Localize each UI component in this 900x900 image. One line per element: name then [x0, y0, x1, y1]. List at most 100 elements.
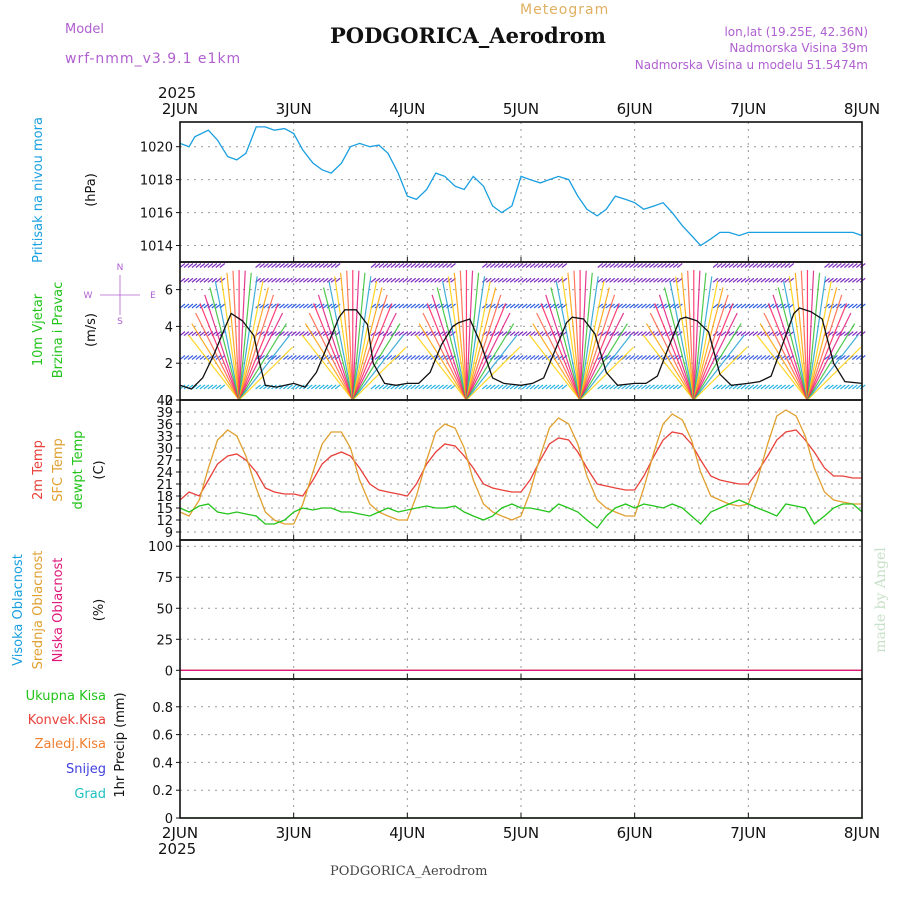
wind-barb: [836, 277, 842, 283]
wind-barb: [314, 303, 321, 309]
wind-barb: [760, 277, 767, 283]
compass-south: S: [117, 317, 123, 327]
wind-barb: [748, 277, 755, 283]
wind-barb: [851, 277, 858, 283]
wind-fan-barb: [579, 281, 605, 401]
wind-barb: [844, 263, 850, 268]
wind-fan-barb: [693, 323, 742, 401]
legend-snow: Snijeg: [66, 762, 106, 777]
wind-fan-barb: [238, 346, 293, 401]
wind-barb: [517, 331, 524, 337]
wind-barb: [394, 277, 401, 283]
wind-fan-barb: [199, 303, 240, 401]
wind-barb: [533, 355, 540, 360]
wind-barb: [263, 277, 269, 283]
wind-barb: [553, 303, 560, 309]
wind-fan-barb: [301, 334, 354, 401]
wind-barb: [298, 303, 305, 309]
wind-barb: [505, 277, 512, 283]
wind-barb: [394, 303, 401, 309]
wind-barb: [446, 263, 452, 268]
y-tick-label: 36: [156, 418, 173, 433]
y-tick-label: 42: [156, 394, 173, 409]
wind-fan-barb: [800, 270, 809, 401]
wind-barb: [645, 303, 651, 309]
wind-barb: [641, 384, 647, 390]
wind-barb: [402, 277, 409, 283]
wind-barb: [776, 263, 783, 268]
wind-fan-barb: [579, 272, 593, 401]
wind-barb: [402, 355, 409, 360]
wind-barb: [291, 384, 297, 390]
wind-fan-barb: [693, 276, 713, 401]
wind-barb: [661, 263, 667, 268]
wind-barb: [776, 384, 783, 390]
wind-barb: [744, 263, 751, 268]
wind-barb: [211, 263, 218, 268]
wind-fan-barb: [465, 272, 480, 401]
wind-fan-barb: [579, 270, 587, 401]
wind-barb: [557, 384, 564, 390]
footer-title: PODGORICA_Aerodrom: [330, 864, 487, 879]
wind-fan-barb: [352, 276, 372, 401]
wind-barb: [513, 355, 520, 360]
wind-barb: [851, 384, 858, 390]
wind-barb: [310, 263, 317, 268]
wind-barb: [386, 263, 393, 268]
wind-barb: [394, 355, 401, 360]
wind-barb: [561, 263, 568, 268]
wind-barb: [529, 384, 536, 390]
wind-barb: [501, 263, 508, 268]
wind-fan-barb: [693, 294, 729, 401]
wind-barb: [310, 384, 317, 390]
wind-barb: [211, 384, 218, 390]
wind-fan-barb: [238, 303, 279, 401]
wind-barb: [740, 331, 747, 337]
wind-barb: [402, 384, 409, 390]
wind-barb: [545, 355, 552, 360]
legend-freezing-rain: Zaledj.Kisa: [35, 737, 106, 752]
wind-barb: [732, 303, 739, 309]
wind-barb: [605, 384, 612, 390]
wind-barb: [207, 263, 214, 268]
wind-barb: [203, 384, 210, 390]
wind-fan-barb: [426, 303, 467, 401]
wind-barb: [378, 355, 385, 360]
wind-fan-barb: [352, 303, 393, 401]
wind-barb: [386, 331, 393, 337]
wind-barb: [306, 263, 313, 268]
wind-fan-barb: [346, 270, 354, 401]
wind-barb: [294, 303, 301, 309]
wind-barb: [720, 263, 727, 268]
wind-fan-barb: [352, 270, 360, 401]
wind-barb: [764, 355, 771, 360]
y-tick-label: 0.6: [152, 729, 173, 744]
wind-barb: [525, 277, 532, 283]
wind-fan-barb: [806, 272, 821, 401]
wind-barb: [310, 277, 317, 283]
wind-barb: [183, 303, 190, 309]
wind-barb: [326, 263, 333, 268]
wind-barb: [501, 384, 508, 390]
wind-barb: [179, 331, 186, 337]
wind-barb: [549, 384, 556, 390]
wind-fan-barb: [759, 323, 808, 401]
wind-fan-barb: [422, 312, 467, 401]
wind-barb: [768, 277, 775, 283]
wind-barb: [187, 355, 194, 360]
y-tick-label: 15: [156, 502, 173, 517]
wind-barb: [426, 263, 433, 268]
wind-barb: [641, 263, 647, 268]
wind-barb: [294, 355, 301, 360]
wind-barb: [442, 277, 448, 283]
wind-barb: [748, 303, 755, 309]
wind-barb: [179, 277, 186, 283]
wind-barb: [294, 263, 301, 268]
wind-barb: [414, 384, 421, 390]
wind-barb: [625, 263, 631, 268]
wind-barb: [294, 277, 301, 283]
wind-fan-barb: [545, 294, 581, 401]
wind-barb: [840, 303, 846, 309]
